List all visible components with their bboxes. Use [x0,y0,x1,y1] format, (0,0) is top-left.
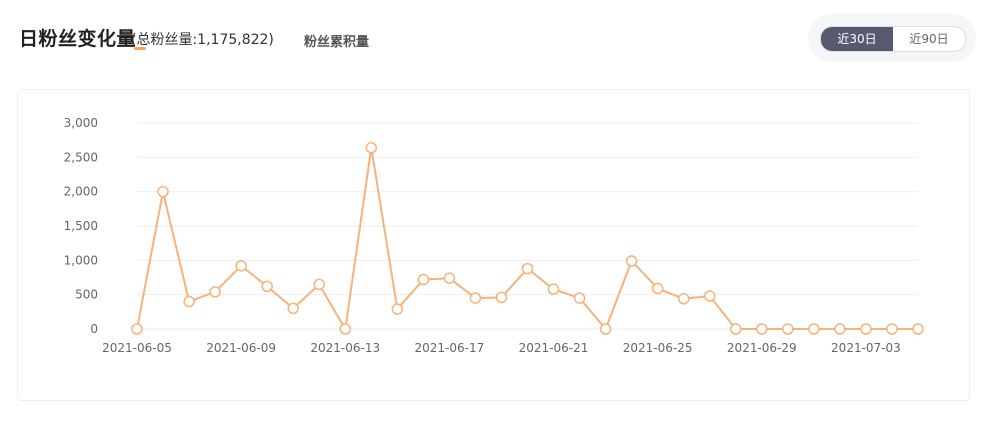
range-90-days-button[interactable]: 近90日 [909,32,949,46]
data-point[interactable] [391,303,404,315]
data-point[interactable] [339,323,352,335]
data-point[interactable] [703,290,716,302]
y-tick-label: 1,000 [64,253,98,267]
x-tick-label: 2021-06-21 [519,341,589,355]
data-point[interactable] [808,323,820,335]
data-point[interactable] [756,323,768,335]
data-point[interactable] [495,291,508,304]
chart-header: 日粉丝变化量 (总粉丝量:1,175,822) 粉丝累积量 近30日 近90日 [0,0,984,80]
y-tick-label: 2,000 [64,185,98,199]
data-point[interactable] [912,323,924,335]
data-point[interactable] [157,185,169,198]
data-point[interactable] [209,286,221,298]
y-tick-label: 0 [90,322,98,336]
active-tab-indicator [134,47,146,50]
data-point[interactable] [547,283,560,295]
data-point[interactable] [235,260,247,272]
x-tick-label: 2021-06-25 [623,341,693,355]
data-point[interactable] [860,323,872,335]
data-point[interactable] [886,323,898,335]
data-point[interactable] [677,293,690,305]
x-tick-label: 2021-06-05 [102,341,172,355]
x-tick-label: 2021-06-13 [310,341,380,355]
data-point[interactable] [782,323,794,335]
data-point[interactable] [469,292,482,304]
data-point[interactable] [521,262,534,275]
data-point[interactable] [651,282,664,295]
data-point[interactable] [261,280,273,293]
data-point[interactable] [417,273,430,286]
range-30-days-button[interactable]: 近30日 [821,27,893,51]
x-tick-label: 2021-06-29 [727,341,797,355]
y-tick-label: 500 [75,288,98,302]
y-tick-label: 1,500 [64,219,98,233]
y-tick-label: 2,500 [64,150,98,164]
range-toggle[interactable]: 近30日 近90日 [820,26,966,52]
x-tick-label: 2021-06-17 [415,341,485,355]
data-point[interactable] [573,292,586,304]
data-point[interactable] [131,323,143,335]
data-point[interactable] [599,323,612,335]
data-point[interactable] [443,272,456,284]
page-title: 日粉丝变化量 [19,28,137,50]
data-point[interactable] [625,255,638,267]
y-tick-label: 3,000 [64,116,98,130]
data-point[interactable] [834,323,846,335]
tab-cumulative-fans[interactable]: 粉丝累积量 [304,35,370,50]
data-point[interactable] [287,302,299,315]
x-tick-label: 2021-06-09 [206,341,276,355]
data-point[interactable] [313,278,325,291]
data-point[interactable] [365,141,378,154]
x-tick-label: 2021-07-03 [831,341,901,355]
total-fans-count: (总粉丝量:1,175,822) [131,32,274,48]
data-point[interactable] [730,323,742,335]
data-point[interactable] [183,295,195,308]
series-line [136,147,918,332]
